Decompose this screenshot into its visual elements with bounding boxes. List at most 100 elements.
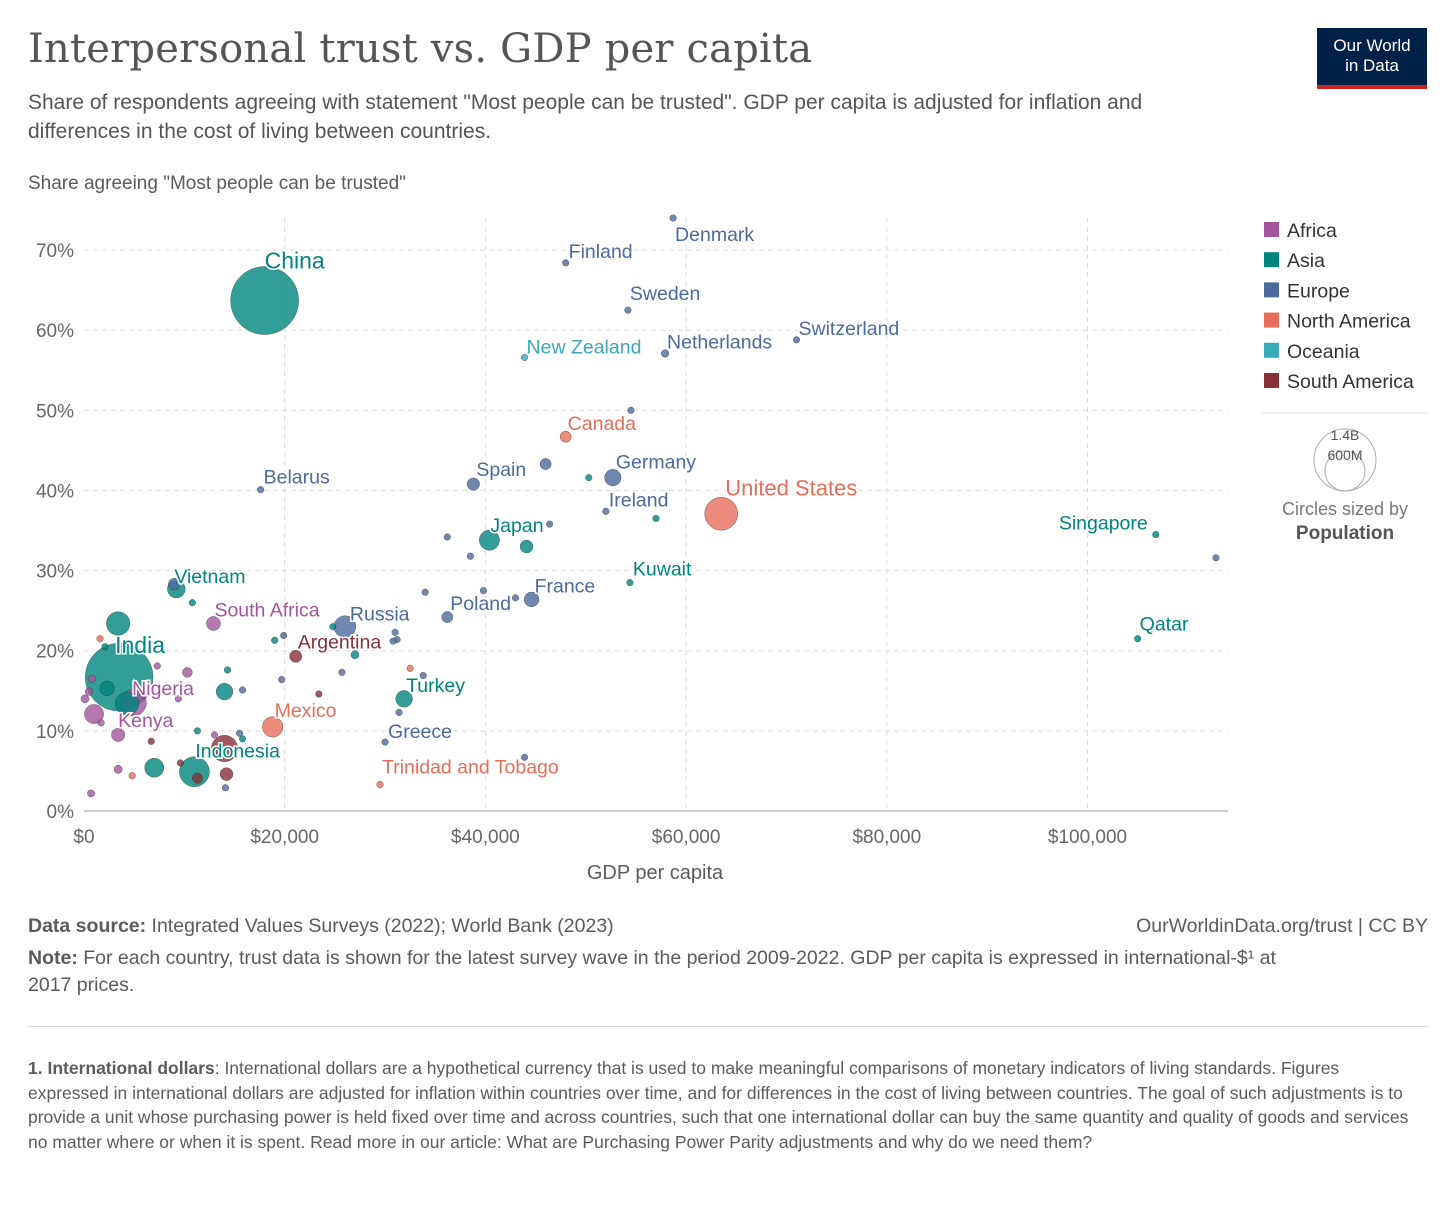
data-point <box>168 577 181 591</box>
data-point <box>106 611 131 636</box>
label-united-states: United States <box>725 476 857 501</box>
data-point <box>546 520 554 528</box>
label-poland: Poland <box>450 593 511 615</box>
label-new-zealand: New Zealand <box>527 336 642 358</box>
point-germany <box>604 469 622 487</box>
data-point <box>239 735 247 743</box>
label-mexico: Mexico <box>275 700 337 722</box>
footnote: 1. International dollars: International … <box>28 1056 1418 1154</box>
data-point <box>87 789 95 798</box>
data-point <box>406 664 414 672</box>
label-china: China <box>265 248 325 274</box>
point-denmark <box>669 214 677 222</box>
x-tick-label: $60,000 <box>652 827 721 848</box>
note: Note: For each country, trust data is sh… <box>28 945 1318 999</box>
label-argentina: Argentina <box>298 631 382 653</box>
data-point <box>99 680 115 696</box>
source-text[interactable]: Integrated Values Surveys (2022); World … <box>151 915 614 937</box>
point-kenya <box>111 727 126 742</box>
label-canada: Canada <box>568 413 636 435</box>
point-switzerland <box>792 336 801 344</box>
legend: Africa Asia Europe North America Oceania Sout… <box>1262 220 1428 414</box>
legend-swatch <box>1264 252 1279 268</box>
label-indonesia: Indonesia <box>195 741 280 763</box>
data-point <box>215 683 234 701</box>
data-point <box>280 631 288 640</box>
data-point <box>511 594 520 602</box>
footnote-text: : International dollars are a hypothetic… <box>28 1058 1409 1152</box>
data-point <box>395 708 403 716</box>
data-point <box>585 474 593 482</box>
label-denmark: Denmark <box>675 224 754 246</box>
data-point <box>223 666 232 674</box>
axes: 0% 10% 20% 30% 40% 50% 60% 70% $0 $20,000 $40,000 $… <box>36 241 1228 848</box>
label-singapore: Singapore <box>1059 513 1148 535</box>
footer: Data source: Integrated Values Surveys (… <box>28 913 1428 999</box>
data-points <box>80 214 1220 798</box>
legend-swatch <box>1264 312 1279 328</box>
x-tick-label: $20,000 <box>250 827 319 848</box>
data-point <box>210 731 219 739</box>
chart-title: Interpersonal trust vs. GDP per capita <box>28 26 813 72</box>
chart-subtitle: Share of respondents agreeing with state… <box>28 91 1143 143</box>
footnote-label: 1. International dollars <box>28 1058 215 1078</box>
data-point <box>466 552 474 560</box>
data-point <box>97 719 105 727</box>
y-tick-label: 70% <box>36 241 74 262</box>
label-finland: Finland <box>569 241 633 263</box>
data-point <box>627 406 635 414</box>
legend-swatch <box>1264 222 1279 237</box>
label-kenya: Kenya <box>118 710 173 732</box>
point-netherlands <box>660 349 670 358</box>
data-point <box>182 667 193 678</box>
data-point <box>80 694 90 704</box>
data-point <box>84 687 94 696</box>
y-tick-label: 30% <box>36 562 74 583</box>
data-point <box>153 662 161 670</box>
y-tick-label: 60% <box>36 321 74 342</box>
data-point <box>235 729 244 737</box>
point-japan <box>479 529 500 551</box>
label-sweden: Sweden <box>630 283 700 305</box>
point-new-zealand <box>520 353 529 361</box>
source-url[interactable]: OurWorldinData.org/trust | CC BY <box>1136 915 1428 937</box>
legend-swatch <box>1264 282 1279 298</box>
data-point <box>271 636 279 644</box>
data-point <box>193 727 201 735</box>
x-tick-label: $80,000 <box>852 827 921 848</box>
data-point <box>315 690 323 698</box>
point-china <box>230 266 299 335</box>
data-point <box>84 704 104 724</box>
data-point <box>87 674 97 683</box>
label-qatar: Qatar <box>1140 614 1189 636</box>
data-point <box>115 691 140 716</box>
label-turkey: Turkey <box>406 675 465 697</box>
y-tick-label: 10% <box>36 722 74 743</box>
point-turkey <box>395 690 413 708</box>
data-point <box>216 748 225 757</box>
label-japan: Japan <box>490 515 543 537</box>
country-labels: China India Denmark Finland Sweden Switzerlan… <box>114 223 1191 781</box>
logo-line-2: in Data <box>1345 56 1399 75</box>
owid-logo[interactable]: Our World in Data <box>1317 28 1427 89</box>
label-spain: Spain <box>476 459 526 481</box>
data-point <box>419 672 427 680</box>
footer-divider <box>28 1026 1428 1027</box>
legend-item-north-america: North America <box>1287 311 1411 333</box>
label-netherlands: Netherlands <box>667 331 772 353</box>
point-greece <box>381 738 389 746</box>
data-point <box>144 757 165 778</box>
point-qatar <box>1134 635 1142 643</box>
label-ireland: Ireland <box>609 489 669 511</box>
size-legend: 1.4B 600M Circles sized by Population <box>1282 427 1408 544</box>
label-greece: Greece <box>388 721 452 743</box>
size-legend-variable: Population <box>1296 523 1394 544</box>
label-india: India <box>115 632 165 658</box>
data-point <box>389 637 397 645</box>
point-singapore <box>1152 530 1160 539</box>
size-legend-large-value: 1.4B <box>1331 427 1360 443</box>
data-point <box>350 650 360 660</box>
label-nigeria: Nigeria <box>132 678 194 700</box>
data-point <box>391 628 399 636</box>
point-mexico <box>262 716 284 738</box>
